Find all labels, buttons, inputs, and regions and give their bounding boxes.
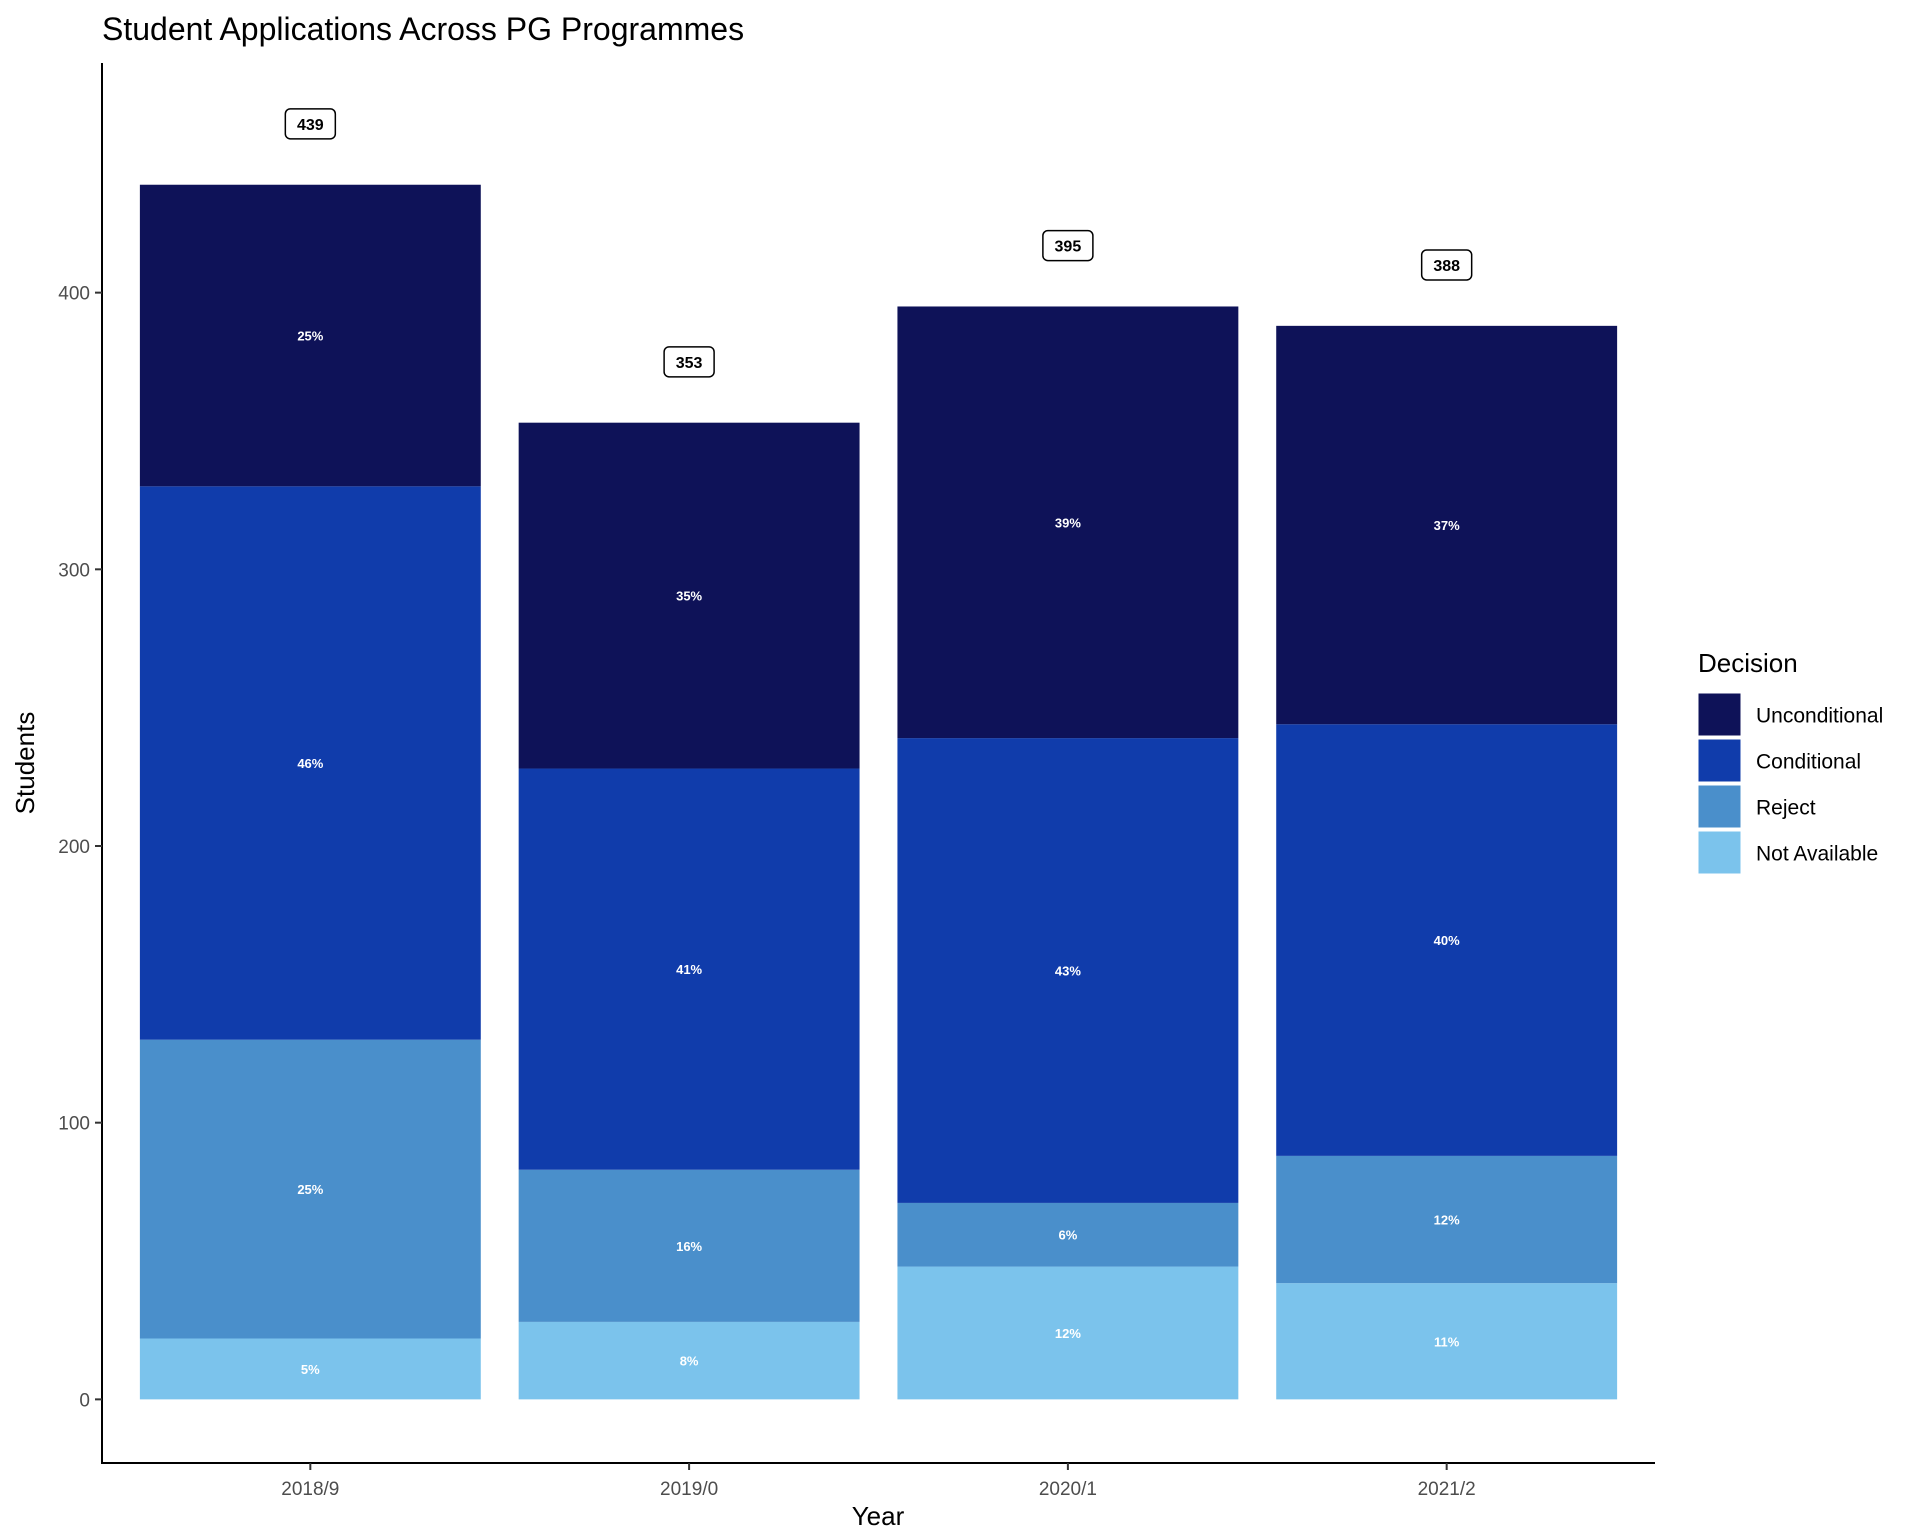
x-tick-label: 2019/0: [660, 1479, 718, 1500]
legend-label: Not Available: [1756, 843, 1878, 866]
bar-segment: [1276, 1283, 1618, 1400]
legend: Decision Unconditional Conditional Reject N…: [1697, 648, 1883, 875]
total-label-box: [1420, 249, 1473, 281]
segment-label: 40%: [1434, 933, 1460, 948]
legend-label: Conditional: [1756, 751, 1861, 774]
bar-segment: [1276, 1155, 1618, 1284]
bar-segment: [518, 768, 860, 1170]
legend-key: [1697, 692, 1742, 737]
total-label-box: [663, 346, 715, 378]
x-axis-ticks: 2018/9 2019/0 2020/1 2021/2: [281, 1463, 1476, 1500]
bar-segment: [518, 1169, 860, 1322]
segment-label: 43%: [1055, 964, 1081, 979]
legend-label: Unconditional: [1756, 705, 1883, 728]
y-tick-label: 0: [79, 1390, 90, 1411]
bar-segment: [897, 738, 1239, 1203]
plot-area: 5% 25% 46% 25% 8% 16% 41% 35% 12% 6% 43% 39% 11% 12% 4…: [58, 63, 1655, 1500]
segment-label: 37%: [1434, 518, 1460, 533]
bar-segment: [897, 1266, 1239, 1400]
y-tick-label: 200: [58, 837, 90, 858]
bar-segment: [139, 184, 481, 487]
segment-label: 41%: [676, 962, 702, 977]
segment-label: 16%: [676, 1239, 702, 1254]
segment-label: 8%: [680, 1354, 699, 1369]
legend-items: Unconditional Conditional Reject Not Availa…: [1697, 692, 1883, 875]
total-labels: 439 353 395 388: [284, 108, 1473, 378]
segment-label: 46%: [297, 756, 323, 771]
total-label: 439: [297, 117, 324, 134]
x-tick-label: 2020/1: [1039, 1479, 1097, 1500]
total-label: 353: [676, 355, 703, 372]
legend-key: [1697, 738, 1742, 783]
bar-segment: [897, 306, 1239, 739]
bar-segment: [1276, 325, 1618, 725]
y-tick-label: 300: [58, 560, 90, 581]
y-axis-ticks: 0 100 200 300 400: [58, 284, 102, 1411]
bar-segment: [518, 1321, 860, 1400]
bar-segment: [897, 1202, 1239, 1267]
bar-segment: [139, 1039, 481, 1339]
total-label: 388: [1433, 258, 1460, 275]
segment-label: 39%: [1055, 515, 1081, 530]
chart-title: Student Applications Across PG Programme…: [102, 11, 744, 47]
segment-label: 11%: [1434, 1334, 1460, 1349]
legend-key: [1697, 830, 1742, 875]
bar-segment: [139, 1338, 481, 1400]
bars: 5% 25% 46% 25% 8% 16% 41% 35% 12% 6% 43% 39% 11% 12% 4…: [139, 184, 1618, 1400]
total-label-box: [284, 108, 337, 140]
segment-label: 12%: [1434, 1213, 1460, 1228]
y-tick-label: 400: [58, 284, 90, 305]
segment-label: 25%: [297, 1182, 323, 1197]
x-axis-title: Year: [852, 1501, 905, 1531]
x-tick-label: 2021/2: [1418, 1479, 1476, 1500]
legend-label: Reject: [1756, 797, 1816, 820]
x-tick-label: 2018/9: [281, 1479, 339, 1500]
total-label-box: [1042, 229, 1094, 262]
y-tick-label: 100: [58, 1114, 90, 1135]
legend-key: [1697, 784, 1742, 829]
y-axis-title: Students: [10, 712, 40, 815]
bar-segment: [518, 422, 860, 769]
legend-title: Decision: [1698, 648, 1798, 678]
segment-label: 25%: [297, 329, 323, 344]
segment-label: 6%: [1058, 1228, 1077, 1243]
segment-label: 35%: [676, 589, 702, 604]
total-label: 395: [1055, 239, 1082, 256]
segment-label: 12%: [1055, 1326, 1081, 1341]
bar-segment: [139, 486, 481, 1040]
bar-segment: [1276, 724, 1618, 1156]
segment-label: 5%: [301, 1362, 320, 1377]
